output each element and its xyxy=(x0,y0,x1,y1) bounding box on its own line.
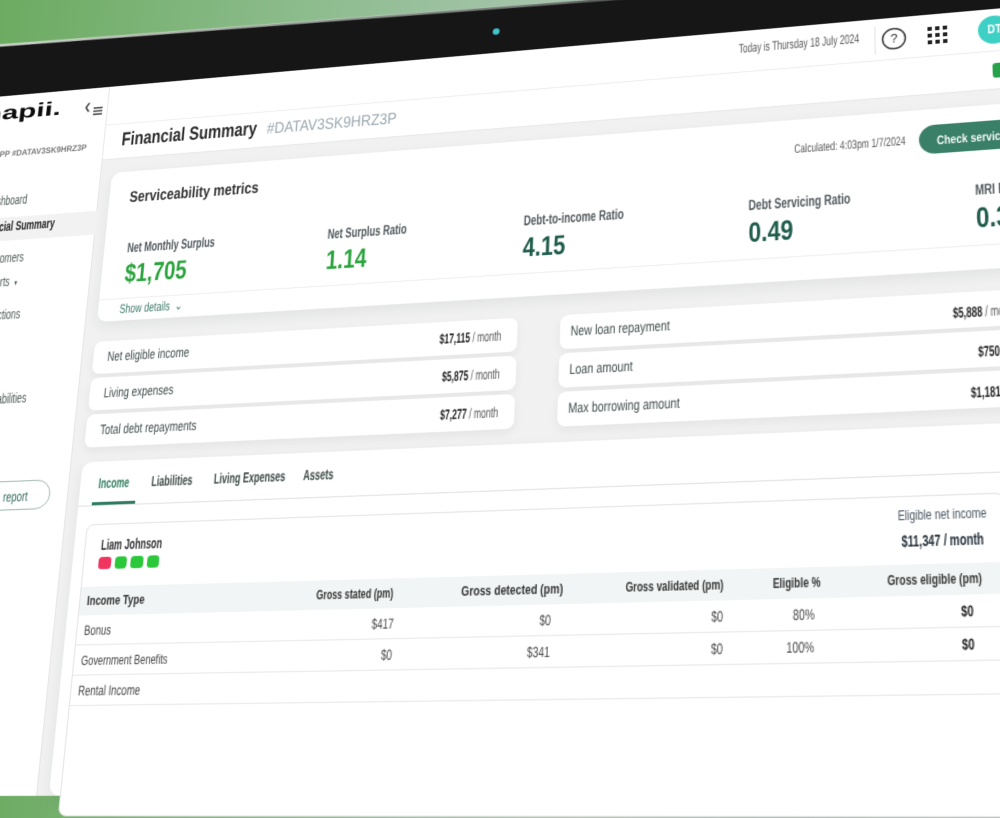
svg-text:?: ? xyxy=(890,34,898,47)
